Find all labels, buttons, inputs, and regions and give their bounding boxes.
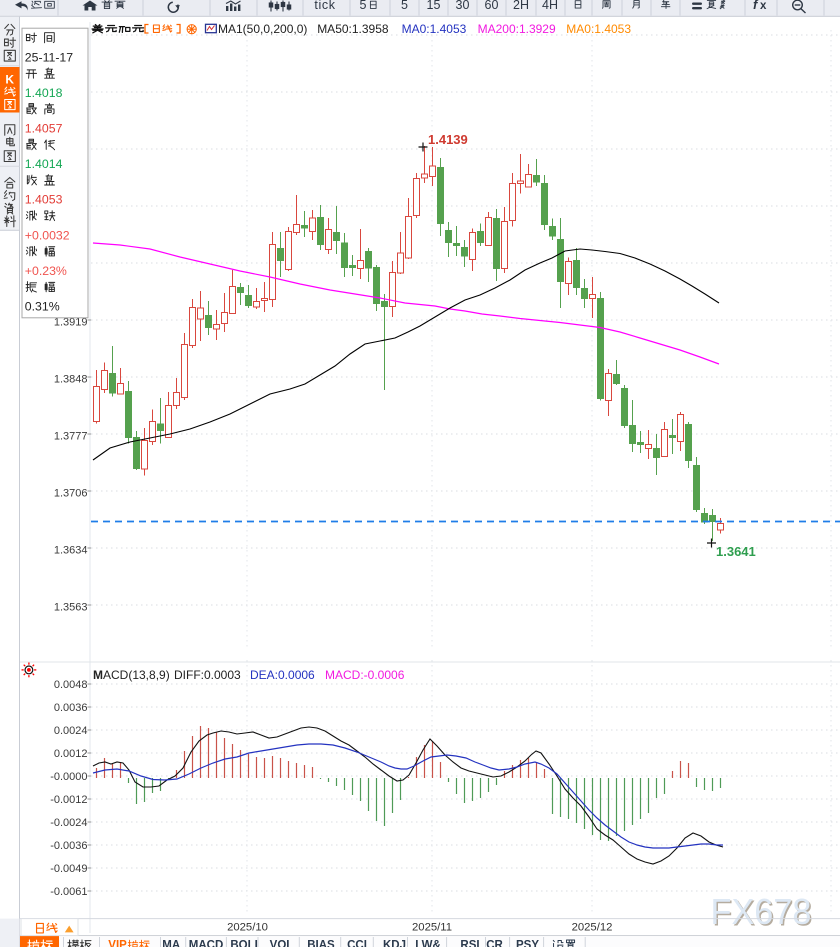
svg-text:1.3848: 1.3848 xyxy=(54,374,88,386)
svg-text:1.4014: 1.4014 xyxy=(25,157,63,171)
svg-text:tick: tick xyxy=(314,0,335,12)
svg-text:BIAS: BIAS xyxy=(307,939,335,947)
svg-text:1.3706: 1.3706 xyxy=(54,488,88,500)
svg-text:1.4139: 1.4139 xyxy=(428,132,468,147)
svg-text:FX678: FX678 xyxy=(711,891,812,932)
svg-text:25-11-17: 25-11-17 xyxy=(25,50,73,64)
svg-text:MACD: MACD xyxy=(189,939,224,947)
svg-text:1.4018: 1.4018 xyxy=(25,86,63,100)
svg-text:1.3777: 1.3777 xyxy=(54,431,88,443)
svg-text:CCI: CCI xyxy=(347,939,367,947)
svg-text:30: 30 xyxy=(456,0,470,12)
svg-text:+0.0032: +0.0032 xyxy=(25,228,70,242)
svg-text:4H: 4H xyxy=(542,0,558,12)
svg-text:VOL: VOL xyxy=(270,939,294,947)
svg-text:CR: CR xyxy=(486,939,503,947)
svg-text:-0.0036: -0.0036 xyxy=(50,840,87,852)
svg-text:-0.0012: -0.0012 xyxy=(50,794,87,806)
svg-text:-0.0024: -0.0024 xyxy=(50,817,87,829)
svg-text:0.0024: 0.0024 xyxy=(54,725,88,737)
svg-text:0.31%: 0.31% xyxy=(25,300,60,314)
svg-text:1.3641: 1.3641 xyxy=(716,544,756,559)
svg-text:-0.0061: -0.0061 xyxy=(50,886,87,898)
svg-text:1.3563: 1.3563 xyxy=(54,602,88,614)
svg-text:FX678: FX678 xyxy=(712,893,813,934)
svg-text:-0.0049: -0.0049 xyxy=(50,863,87,875)
svg-text:2025/11: 2025/11 xyxy=(412,922,452,934)
svg-text:VIP: VIP xyxy=(108,939,127,947)
svg-text:5: 5 xyxy=(401,0,408,12)
svg-text:0.0048: 0.0048 xyxy=(54,679,88,691)
svg-text:MA0:1.4053: MA0:1.4053 xyxy=(402,22,467,36)
svg-text:MACD(13,8,9): MACD(13,8,9) xyxy=(93,668,170,682)
svg-text:1.3919: 1.3919 xyxy=(54,317,88,329)
svg-text:f: f xyxy=(753,0,759,12)
svg-text:0.0036: 0.0036 xyxy=(54,702,88,714)
svg-text:+0.23%: +0.23% xyxy=(25,264,67,278)
svg-text:x: x xyxy=(760,0,767,12)
svg-text:1.4053: 1.4053 xyxy=(25,193,63,207)
svg-text:15: 15 xyxy=(427,0,441,12)
svg-text:DEA:0.0006: DEA:0.0006 xyxy=(250,668,315,682)
svg-text:MA200:1.3929: MA200:1.3929 xyxy=(478,22,556,36)
svg-text:-0.0000: -0.0000 xyxy=(50,771,87,783)
svg-text:2025/10: 2025/10 xyxy=(227,922,268,934)
svg-text:PSY: PSY xyxy=(516,939,539,947)
svg-text:5: 5 xyxy=(360,0,367,12)
svg-text:LW&: LW& xyxy=(415,939,441,947)
svg-text:RSI: RSI xyxy=(460,939,479,947)
svg-text:MACD:-0.0006: MACD:-0.0006 xyxy=(325,668,405,682)
svg-text:2H: 2H xyxy=(513,0,529,12)
svg-text:MA0:1.4053: MA0:1.4053 xyxy=(566,22,631,36)
svg-text:K: K xyxy=(5,72,14,86)
svg-text:60: 60 xyxy=(485,0,499,12)
svg-text:MA1(50,0,200,0): MA1(50,0,200,0) xyxy=(218,22,307,36)
svg-text:MA50:1.3958: MA50:1.3958 xyxy=(317,22,389,36)
svg-text:1.4057: 1.4057 xyxy=(25,122,63,136)
svg-text:0.0012: 0.0012 xyxy=(54,748,88,760)
svg-text:KDJ: KDJ xyxy=(383,939,406,947)
svg-text:1.3634: 1.3634 xyxy=(54,545,88,557)
svg-text:MA: MA xyxy=(162,939,180,947)
svg-text:DIFF:0.0003: DIFF:0.0003 xyxy=(174,668,241,682)
svg-text:BOLL: BOLL xyxy=(230,939,261,947)
svg-text:2025/12: 2025/12 xyxy=(572,922,613,934)
